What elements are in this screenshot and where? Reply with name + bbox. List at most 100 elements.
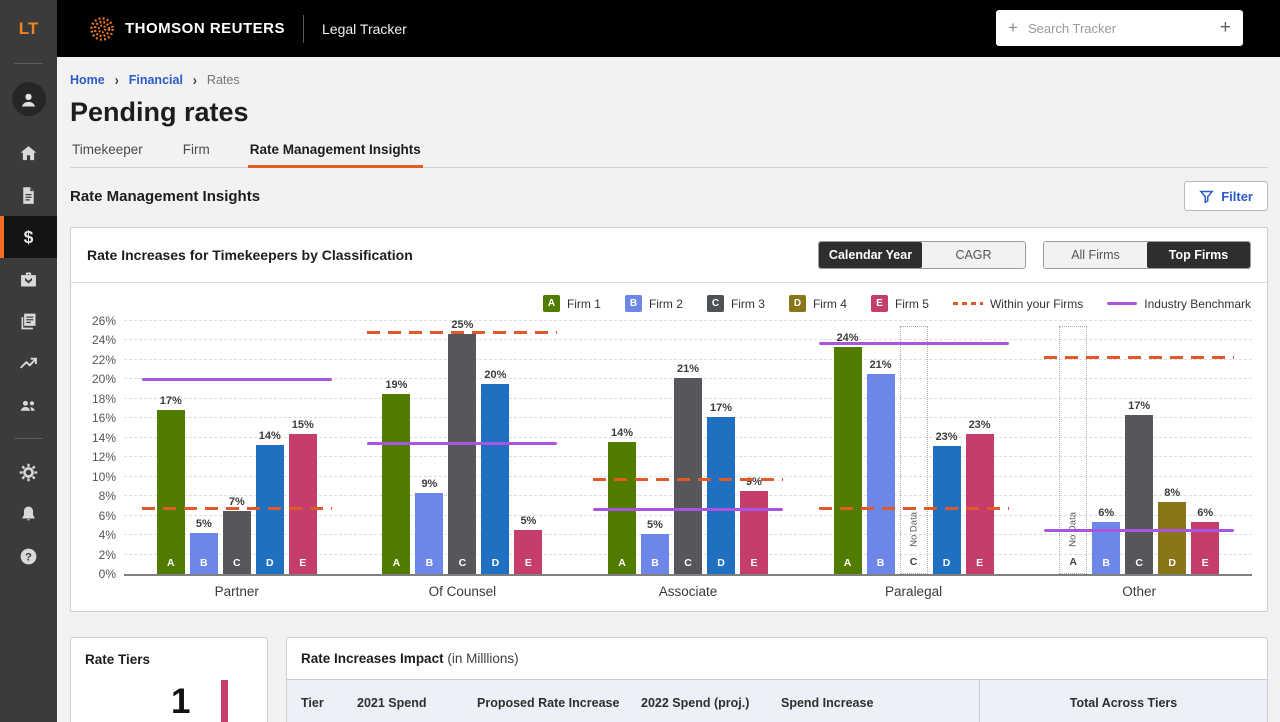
bar-associate-b[interactable]: 5% B (640, 519, 669, 574)
bar-firm-letter: D (491, 557, 500, 569)
filter-funnel-icon (1199, 190, 1214, 203)
sidebar-item-user[interactable] (0, 74, 57, 124)
bar-paralegal-b[interactable]: 21% B (866, 359, 895, 574)
breadcrumb-home[interactable]: Home (70, 73, 105, 87)
rate-tiers-card: Rate Tiers 1 (70, 637, 268, 722)
breadcrumb-separator-icon: › (114, 71, 119, 89)
impact-col-2021-spend: 2021 Spend (357, 695, 427, 710)
avatar (11, 82, 46, 116)
section-header: Rate Management Insights Filter (70, 180, 1268, 212)
bar-partner-b[interactable]: 5% B (189, 518, 218, 574)
sidebar-item-document[interactable] (0, 174, 57, 216)
bar-value-label: 24% (836, 332, 859, 345)
bar-of-counsel-d[interactable]: 20% D (481, 369, 510, 574)
x-axis-label-paralegal: Paralegal (885, 584, 943, 599)
breadcrumb-rates: Rates (206, 73, 240, 87)
legend-label: Firm 4 (812, 296, 847, 311)
sidebar-item-home[interactable] (0, 132, 57, 174)
dollar-icon: $ (24, 227, 34, 247)
legend-label: Industry Benchmark (1144, 296, 1251, 311)
bar-of-counsel-e[interactable]: 5% E (514, 515, 543, 574)
within-your-firms-line (1044, 356, 1235, 360)
industry-benchmark-line (592, 508, 783, 512)
toggle-calendar-year[interactable]: Calendar Year (819, 242, 922, 268)
breadcrumb-financial[interactable]: Financial (128, 73, 183, 87)
bar-of-counsel-a[interactable]: 19% A (382, 379, 411, 574)
y-axis-tick-label: 2% (98, 547, 116, 562)
brand-logo[interactable]: THOMSON REUTERS (89, 16, 285, 42)
bar-associate-d[interactable]: 17% D (706, 402, 735, 574)
bar-firm-letter: E (299, 557, 307, 569)
user-icon (21, 93, 36, 106)
sidebar-item-matters[interactable] (0, 258, 57, 300)
bar-partner-e[interactable]: 15% E (288, 419, 317, 574)
bar-paralegal-e[interactable]: 23% E (965, 419, 994, 574)
sidebar-item-analytics[interactable] (0, 342, 57, 384)
header-divider (303, 14, 305, 43)
bar-value-label: 20% (484, 369, 507, 382)
add-icon[interactable]: + (1219, 17, 1231, 38)
sidebar-item-dollar[interactable]: $ (0, 216, 57, 258)
tab-timekeeper[interactable]: Timekeeper (72, 142, 143, 157)
bar-value-label: 14% (258, 429, 281, 442)
sidebar-item-help[interactable]: ? (0, 535, 57, 577)
industry-benchmark-line (367, 442, 558, 446)
lt-logo[interactable]: LT (18, 18, 39, 38)
within-your-firms-line (367, 331, 558, 335)
impact-col-proposed-rate-increase: Proposed Rate Increase (477, 695, 620, 710)
industry-benchmark-line (818, 341, 1009, 345)
impact-col-2022-spend-proj-: 2022 Spend (proj.) (641, 695, 750, 710)
group-other: No Data A 6% B 17% C 8% D 6% E (1026, 323, 1252, 574)
x-axis-label-partner: Partner (214, 584, 259, 599)
bar-firm-letter: A (843, 557, 852, 569)
legend-item-industry-benchmark: Industry Benchmark (1107, 297, 1251, 311)
within-your-firms-line (141, 507, 332, 511)
y-axis-tick-label: 18% (91, 391, 116, 406)
rate-increases-impact-card: Rate Increases Impact (in Milllions) Tie… (286, 637, 1268, 722)
bar-paralegal-c[interactable]: No Data C (899, 325, 928, 574)
document-icon (23, 186, 34, 204)
bar-associate-a[interactable]: 14% A (607, 427, 636, 574)
legend-swatch-icon: B (624, 295, 642, 312)
brand-name: THOMSON REUTERS (125, 20, 286, 37)
bar-partner-a[interactable]: 17% A (156, 395, 185, 574)
sidebar-item-settings[interactable] (0, 451, 57, 493)
toggle-group-period: Calendar Year CAGR (818, 241, 1026, 269)
tab-rate-management-insights[interactable]: Rate Management Insights (247, 142, 423, 168)
bar-associate-e[interactable]: 9% E (739, 476, 768, 574)
toggle-top-firms[interactable]: Top Firms (1147, 242, 1250, 268)
chart-title: Rate Increases for Timekeepers by Classi… (87, 247, 413, 263)
impact-col-tier: Tier (301, 695, 324, 710)
search-plus-icon: + (1008, 18, 1018, 37)
x-axis-label-of-counsel: Of Counsel (428, 584, 497, 599)
y-axis-tick-label: 24% (91, 333, 116, 348)
group-of-counsel: 19% A 9% B 25% C 20% D 5% E (350, 319, 576, 574)
bar-of-counsel-b[interactable]: 9% B (415, 478, 444, 574)
tab-firm[interactable]: Firm (182, 142, 210, 157)
filter-button[interactable]: Filter (1184, 181, 1268, 211)
legend-item-firm-1: A Firm 1 (542, 295, 601, 312)
settings-icon (19, 463, 38, 481)
search-input[interactable] (1027, 20, 1220, 36)
bar-firm-letter: B (200, 557, 208, 569)
chart-card-header: Rate Increases for Timekeepers by Classi… (71, 228, 1267, 283)
sidebar-item-contacts[interactable] (0, 384, 57, 426)
sidebar-item-reports[interactable] (0, 300, 57, 342)
toggle-all-firms[interactable]: All Firms (1044, 242, 1147, 268)
bar-value-label: 14% (610, 426, 633, 439)
bar-associate-c[interactable]: 21% C (673, 363, 702, 574)
toggle-cagr[interactable]: CAGR (922, 242, 1025, 268)
bar-paralegal-a[interactable]: 24% A (833, 332, 862, 574)
legend-label: Firm 3 (730, 296, 765, 311)
y-axis-tick-label: 14% (91, 430, 116, 445)
bar-other-a[interactable]: No Data A (1059, 325, 1088, 574)
bar-other-c[interactable]: 17% C (1125, 400, 1154, 574)
bar-other-d[interactable]: 8% D (1158, 487, 1187, 574)
bar-partner-c[interactable]: 7% C (222, 496, 251, 574)
y-axis-tick-label: 12% (91, 450, 116, 465)
search-box[interactable]: + + (996, 10, 1243, 46)
bar-firm-letter: D (1168, 557, 1176, 569)
x-axis-label-associate: Associate (658, 584, 718, 599)
bar-of-counsel-c[interactable]: 25% C (448, 319, 477, 574)
sidebar-item-notifications[interactable] (0, 493, 57, 535)
